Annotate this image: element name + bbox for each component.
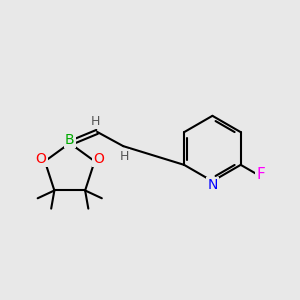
Text: F: F (256, 167, 266, 182)
Text: N: N (207, 178, 218, 192)
Text: O: O (36, 152, 46, 166)
Text: O: O (93, 152, 104, 166)
Text: H: H (120, 150, 129, 163)
Text: B: B (65, 133, 75, 147)
Text: H: H (91, 115, 101, 128)
